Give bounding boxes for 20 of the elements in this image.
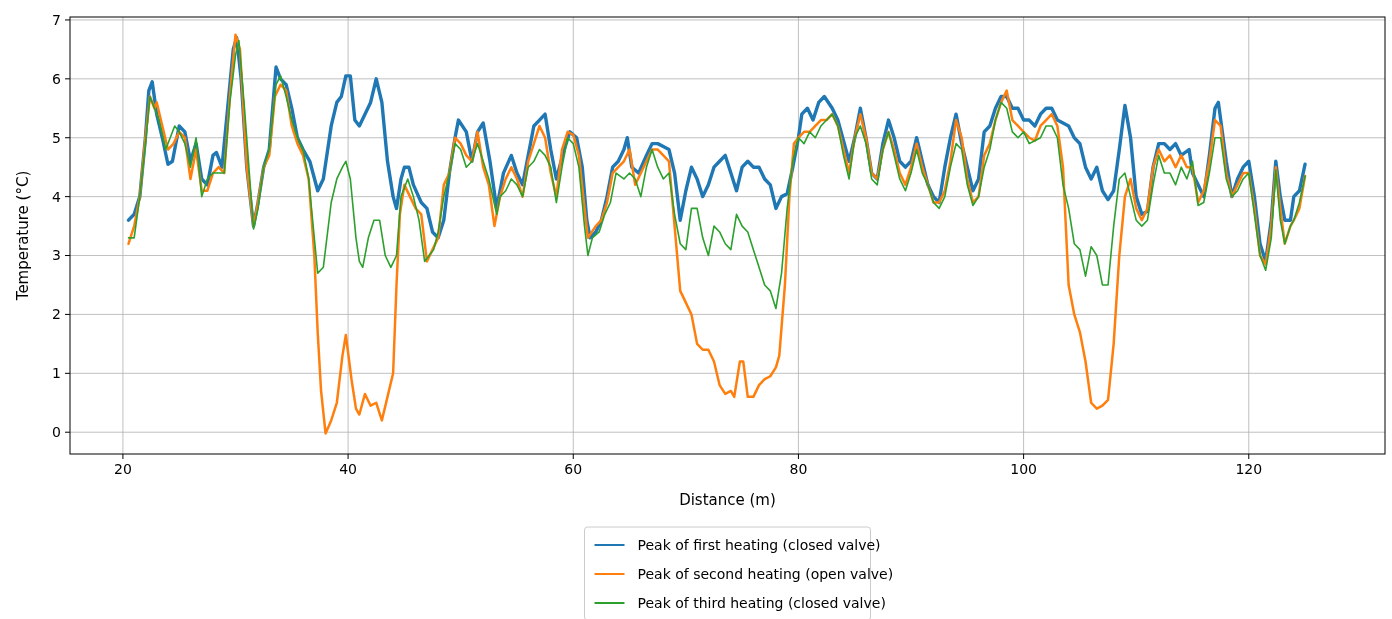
y-tick-label: 3	[52, 247, 61, 264]
y-tick-label: 4	[52, 188, 62, 205]
x-tick-label: 20	[114, 461, 132, 477]
x-tick-label: 80	[789, 461, 808, 477]
legend-label: Peak of third heating (closed valve)	[637, 594, 886, 611]
x-tick-label: 100	[1010, 461, 1037, 477]
y-axis-title: Temperature (°C)	[14, 170, 32, 302]
y-tick-label: 7	[52, 11, 61, 28]
y-tick-label: 0	[52, 424, 61, 441]
x-tick-label: 120	[1235, 461, 1263, 477]
y-tick-label: 6	[52, 70, 62, 87]
x-tick-label: 60	[564, 461, 583, 477]
x-tick-label: 40	[339, 461, 357, 477]
x-axis-title: Distance (m)	[679, 491, 776, 509]
legend-label: Peak of first heating (closed valve)	[637, 536, 881, 553]
y-tick-label: 2	[52, 306, 61, 323]
y-tick-label: 5	[52, 129, 61, 146]
legend-label: Peak of second heating (open valve)	[637, 565, 894, 582]
y-tick-label: 1	[52, 365, 61, 382]
line-series	[127, 39, 1306, 310]
